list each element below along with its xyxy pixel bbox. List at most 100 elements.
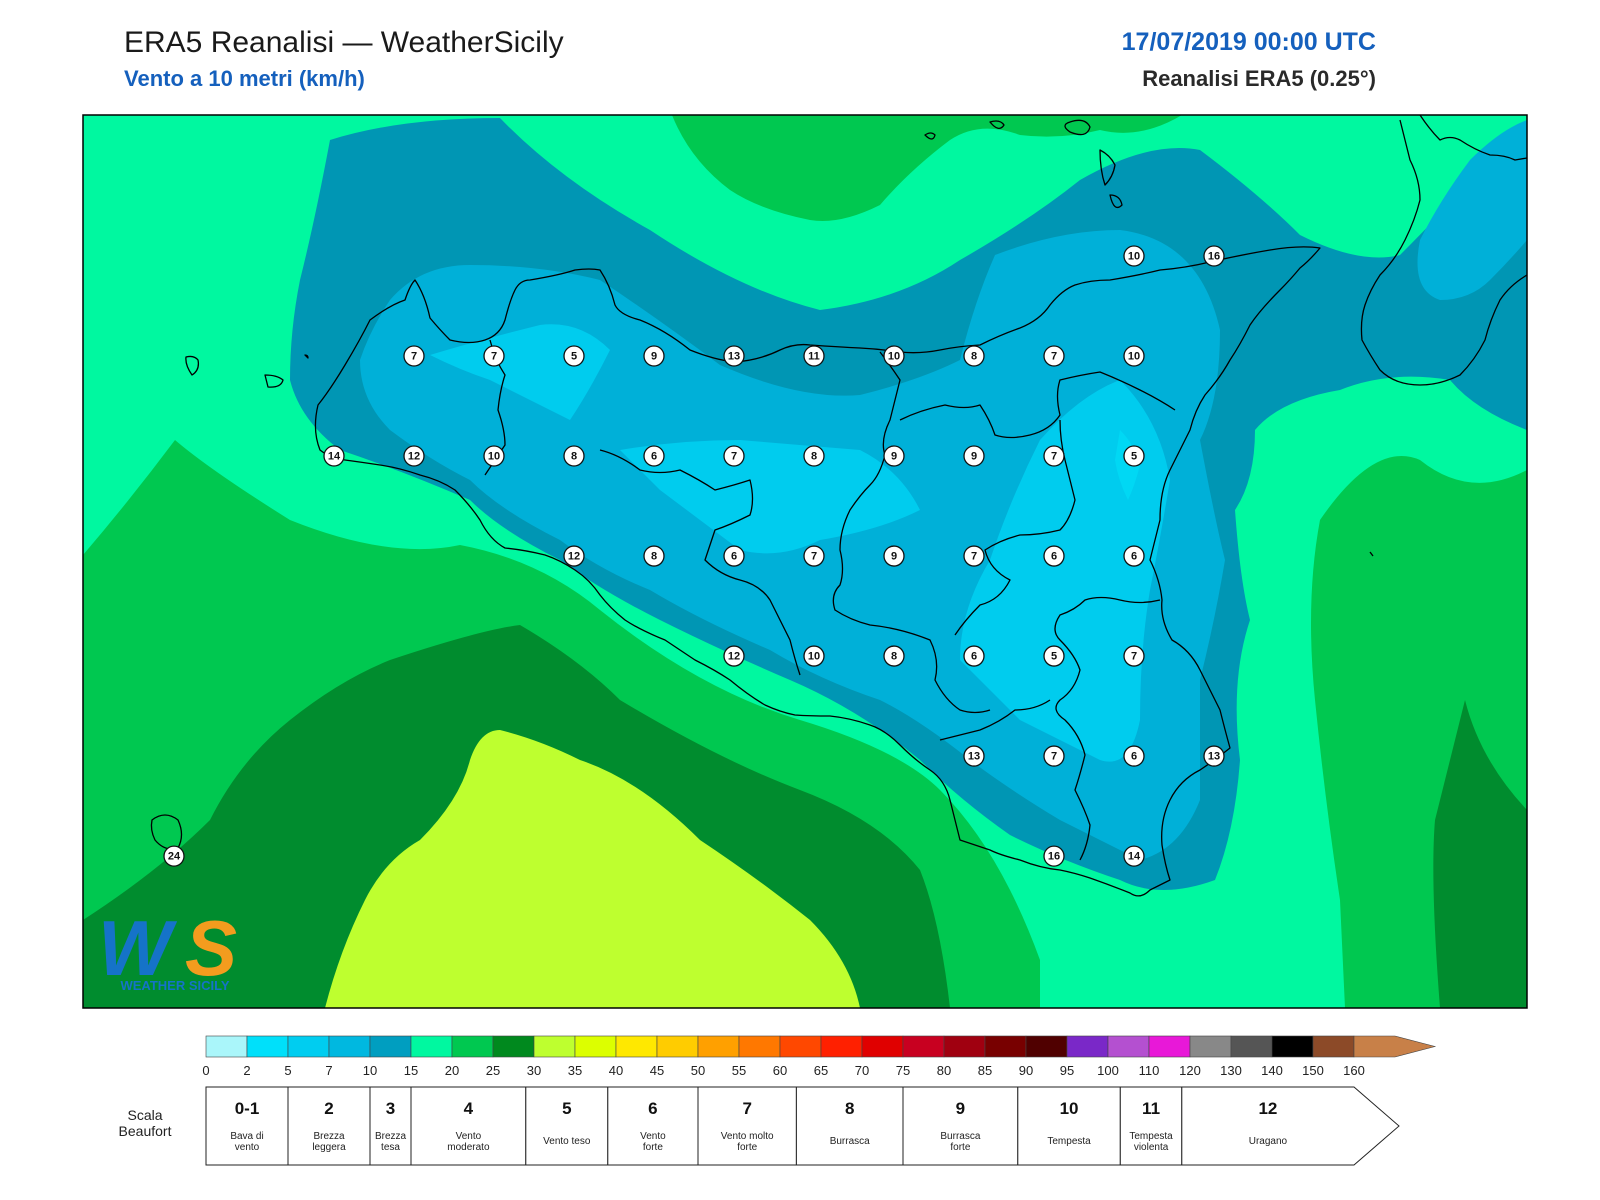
station-value: 16 bbox=[1203, 245, 1225, 267]
station-label: 13 bbox=[968, 751, 980, 763]
station-label: 12 bbox=[568, 551, 580, 563]
station-marker bbox=[803, 445, 825, 467]
station-value: 11 bbox=[803, 345, 825, 367]
station-label: 7 bbox=[491, 351, 497, 363]
station-value: 8 bbox=[643, 545, 665, 567]
colorbar-swatch bbox=[1148, 1035, 1191, 1058]
station-label: 12 bbox=[408, 451, 420, 463]
station-marker bbox=[563, 345, 585, 367]
colorbar-tick: 95 bbox=[1060, 1063, 1074, 1078]
colorbar-swatch bbox=[205, 1035, 248, 1058]
station-value: 10 bbox=[1123, 245, 1145, 267]
beaufort-cell: 10 Tempesta bbox=[1017, 1086, 1121, 1166]
station-label: 9 bbox=[891, 551, 897, 563]
station-label: 10 bbox=[808, 651, 820, 663]
station-label: 10 bbox=[488, 451, 500, 463]
colorbar-swatch bbox=[451, 1035, 494, 1058]
beaufort-description: Vento bbox=[456, 1131, 482, 1142]
station-marker bbox=[803, 345, 825, 367]
colorbar-tick: 60 bbox=[773, 1063, 787, 1078]
beaufort-description: vento bbox=[235, 1142, 260, 1153]
colorbar-swatch bbox=[656, 1035, 699, 1058]
station-label: 10 bbox=[1128, 351, 1140, 363]
station-marker bbox=[803, 545, 825, 567]
beaufort-description: violenta bbox=[1134, 1142, 1169, 1153]
station-label: 7 bbox=[1051, 351, 1057, 363]
station-label: 8 bbox=[651, 551, 657, 563]
colorbar-tick: 90 bbox=[1019, 1063, 1033, 1078]
beaufort-description: Vento bbox=[640, 1131, 666, 1142]
station-label: 24 bbox=[168, 851, 181, 863]
colorbar-swatch bbox=[984, 1035, 1027, 1058]
colorbar-tick: 55 bbox=[732, 1063, 746, 1078]
sicily-coast bbox=[314, 246, 1321, 897]
station-label: 7 bbox=[811, 551, 817, 563]
colorbar-swatch bbox=[1066, 1035, 1109, 1058]
station-marker bbox=[723, 545, 745, 567]
station-marker bbox=[883, 545, 905, 567]
station-marker bbox=[1123, 345, 1145, 367]
beaufort-number: 3 bbox=[386, 1099, 395, 1118]
region-border-4 bbox=[899, 371, 1176, 439]
station-marker bbox=[723, 645, 745, 667]
station-label: 11 bbox=[808, 351, 820, 363]
beaufort-description: Burrasca bbox=[830, 1136, 870, 1147]
station-value: 7 bbox=[403, 345, 425, 367]
colorbar-tick: 65 bbox=[814, 1063, 828, 1078]
beaufort-number: 10 bbox=[1060, 1099, 1079, 1118]
colorbar-swatch bbox=[492, 1035, 535, 1058]
station-marker bbox=[483, 345, 505, 367]
beaufort-label-line: Beaufort bbox=[119, 1123, 172, 1139]
beaufort-cell: 5 Vento teso bbox=[525, 1086, 609, 1166]
beaufort-number: 5 bbox=[562, 1099, 571, 1118]
station-label: 5 bbox=[1051, 651, 1057, 663]
station-value: 5 bbox=[1123, 445, 1145, 467]
colorbar-tick: 40 bbox=[609, 1063, 623, 1078]
contour-light-blue-central bbox=[620, 440, 920, 554]
station-marker bbox=[963, 445, 985, 467]
colorbar-swatch bbox=[287, 1035, 330, 1058]
colorbar-tick: 130 bbox=[1220, 1063, 1242, 1078]
station-label: 14 bbox=[1128, 851, 1141, 863]
station-marker bbox=[563, 445, 585, 467]
logo-caption: WEATHER SICILY bbox=[120, 978, 229, 993]
colorbar-swatch bbox=[1230, 1035, 1273, 1058]
station-label: 13 bbox=[728, 351, 740, 363]
colorbar-swatch bbox=[1025, 1035, 1068, 1058]
colorbar-swatch bbox=[902, 1035, 945, 1058]
weather-sicily-logo-icon: W S WS WEATHER SICILY bbox=[98, 904, 237, 993]
station-value: 7 bbox=[1043, 745, 1065, 767]
contour-light-blue-east bbox=[960, 380, 1170, 762]
station-value: 5 bbox=[1043, 645, 1065, 667]
station-marker bbox=[1123, 445, 1145, 467]
station-label: 6 bbox=[731, 551, 737, 563]
colorbar-swatch bbox=[1312, 1035, 1355, 1058]
beaufort-description: moderato bbox=[447, 1142, 490, 1153]
colorbar-swatch bbox=[820, 1035, 863, 1058]
coastlines bbox=[150, 115, 1527, 897]
station-label: 8 bbox=[891, 651, 897, 663]
station-value: 10 bbox=[803, 645, 825, 667]
station-marker bbox=[883, 445, 905, 467]
station-label: 12 bbox=[728, 651, 740, 663]
colorbar-tick: 25 bbox=[486, 1063, 500, 1078]
colorbar-arrow bbox=[1353, 1035, 1437, 1058]
station-marker bbox=[1043, 545, 1065, 567]
beaufort-cell: 8 Burrasca bbox=[795, 1086, 904, 1166]
station-label: 5 bbox=[571, 351, 577, 363]
station-marker bbox=[643, 445, 665, 467]
station-marker bbox=[883, 345, 905, 367]
contour-mid-blue-east bbox=[1417, 120, 1527, 300]
colorbar-tick: 160 bbox=[1343, 1063, 1365, 1078]
station-marker bbox=[963, 645, 985, 667]
map-frame bbox=[82, 114, 1528, 1009]
beaufort-description: Brezza bbox=[375, 1131, 407, 1142]
station-label: 7 bbox=[731, 451, 737, 463]
colorbar-tick: 15 bbox=[404, 1063, 418, 1078]
colorbar-tick: 80 bbox=[937, 1063, 951, 1078]
